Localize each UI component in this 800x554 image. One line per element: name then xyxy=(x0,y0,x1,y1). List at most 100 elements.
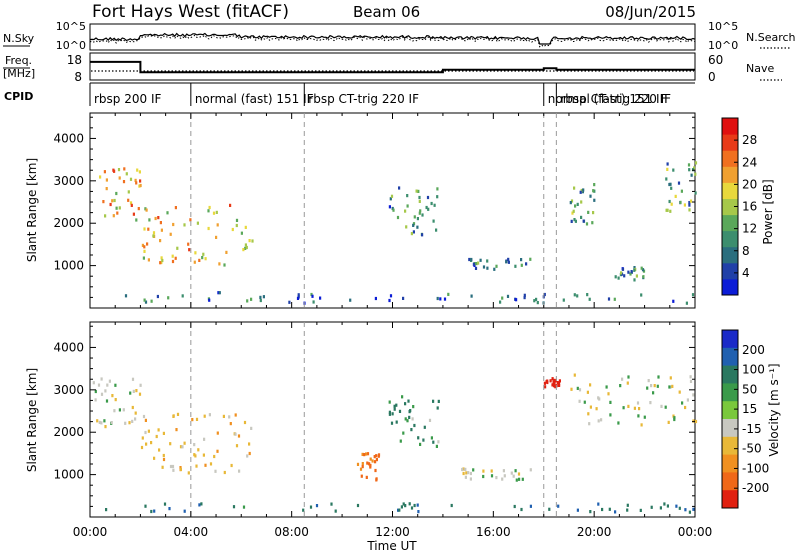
echo-cell xyxy=(104,214,107,218)
echo-cell xyxy=(432,219,435,223)
power-colorbar: 4 8 12 16 20 24 28 xyxy=(721,117,757,296)
echo-cell xyxy=(517,472,521,476)
echo-cell xyxy=(692,507,695,511)
colorbar-swatch xyxy=(722,436,738,456)
colorbar-tick-label: 100 xyxy=(742,363,765,377)
echo-cell xyxy=(259,298,262,303)
echo-cell xyxy=(157,216,160,220)
echo-cell xyxy=(96,419,99,423)
nsky-panel xyxy=(89,23,696,51)
echo-cell xyxy=(692,419,695,423)
echo-cell xyxy=(334,509,337,513)
echo-cell xyxy=(554,385,557,389)
nsky-tick-bottom: 10^0 xyxy=(56,39,86,52)
echo-cell xyxy=(162,431,165,435)
echo-cell xyxy=(413,423,416,428)
echo-cell xyxy=(169,464,173,469)
echo-cell xyxy=(153,509,156,513)
echo-cell xyxy=(685,301,688,305)
echo-cell xyxy=(127,190,130,194)
power-echo-layer xyxy=(99,161,698,305)
echo-cell xyxy=(653,384,656,388)
echo-cell xyxy=(216,431,219,435)
echo-cell xyxy=(134,411,137,415)
echo-cell xyxy=(134,417,137,421)
echo-cell xyxy=(102,200,105,204)
echo-cell xyxy=(553,382,556,386)
echo-cell xyxy=(193,453,196,457)
echo-cell xyxy=(468,257,471,262)
echo-cell xyxy=(490,469,493,473)
echo-cell xyxy=(633,266,636,270)
echo-cell xyxy=(586,293,589,297)
echo-cell xyxy=(139,183,142,188)
echo-cell xyxy=(213,454,216,459)
echo-cell xyxy=(109,202,112,207)
echo-cell xyxy=(135,181,138,185)
echo-cell xyxy=(94,398,97,402)
echo-cell xyxy=(319,296,322,300)
echo-cell xyxy=(597,419,600,423)
echo-cell xyxy=(691,168,695,172)
echo-cell xyxy=(162,457,166,462)
echo-cell xyxy=(674,194,677,198)
echo-cell xyxy=(142,256,145,260)
echo-cell xyxy=(216,223,219,227)
echo-cell xyxy=(194,454,197,458)
echo-cell xyxy=(132,212,135,216)
echo-cell xyxy=(562,298,565,302)
echo-cell xyxy=(688,201,691,205)
echo-cell xyxy=(435,444,438,448)
echo-cell xyxy=(393,407,396,411)
echo-cell xyxy=(620,271,623,275)
echo-cell xyxy=(171,254,174,258)
echo-cell xyxy=(688,168,691,172)
echo-cell xyxy=(558,379,561,383)
echo-cell xyxy=(672,299,675,303)
echo-cell xyxy=(543,381,546,385)
echo-cell xyxy=(450,503,453,508)
echo-cell xyxy=(621,267,625,271)
echo-cell xyxy=(176,412,180,416)
nsearch-tick-bottom: 10^0 xyxy=(708,39,738,52)
echo-cell xyxy=(467,471,470,475)
echo-cell xyxy=(436,195,439,199)
echo-cell xyxy=(462,467,465,471)
echo-cell xyxy=(668,199,671,204)
echo-cell xyxy=(643,415,646,419)
echo-cell xyxy=(607,297,611,301)
nave-tick-bottom: 0 xyxy=(708,70,716,84)
echo-cell xyxy=(640,423,643,427)
echo-cell xyxy=(368,462,371,466)
range-tick-label: 2000 xyxy=(53,216,84,230)
echo-cell xyxy=(402,296,405,300)
echo-cell xyxy=(152,234,155,238)
nsky-tick-top: 10^5 xyxy=(56,20,86,33)
echo-cell xyxy=(229,422,232,426)
echo-cell xyxy=(179,466,182,470)
echo-cell xyxy=(402,502,405,506)
echo-cell xyxy=(418,195,421,200)
echo-cell xyxy=(202,453,205,457)
echo-cell xyxy=(573,186,576,190)
freq-tick-top: 18 xyxy=(67,53,82,67)
echo-cell xyxy=(207,226,210,231)
echo-cell xyxy=(518,477,521,481)
echo-cell xyxy=(140,445,144,450)
echo-cell xyxy=(523,293,526,297)
echo-cell xyxy=(193,260,196,264)
echo-cell xyxy=(160,228,163,232)
echo-cell xyxy=(408,502,411,506)
echo-cell xyxy=(160,256,163,260)
cpid-segment-label: normal (fast) 151 IF xyxy=(548,92,667,106)
colorbar-tick-label: 28 xyxy=(742,133,757,147)
echo-cell xyxy=(250,426,253,430)
echo-cell xyxy=(499,300,502,304)
echo-cell xyxy=(222,414,225,418)
range-tick-label: 1000 xyxy=(53,468,84,482)
echo-cell xyxy=(138,170,141,174)
echo-cell xyxy=(103,170,106,174)
echo-cell xyxy=(419,209,422,213)
echo-cell xyxy=(665,177,668,181)
echo-cell xyxy=(197,448,200,452)
